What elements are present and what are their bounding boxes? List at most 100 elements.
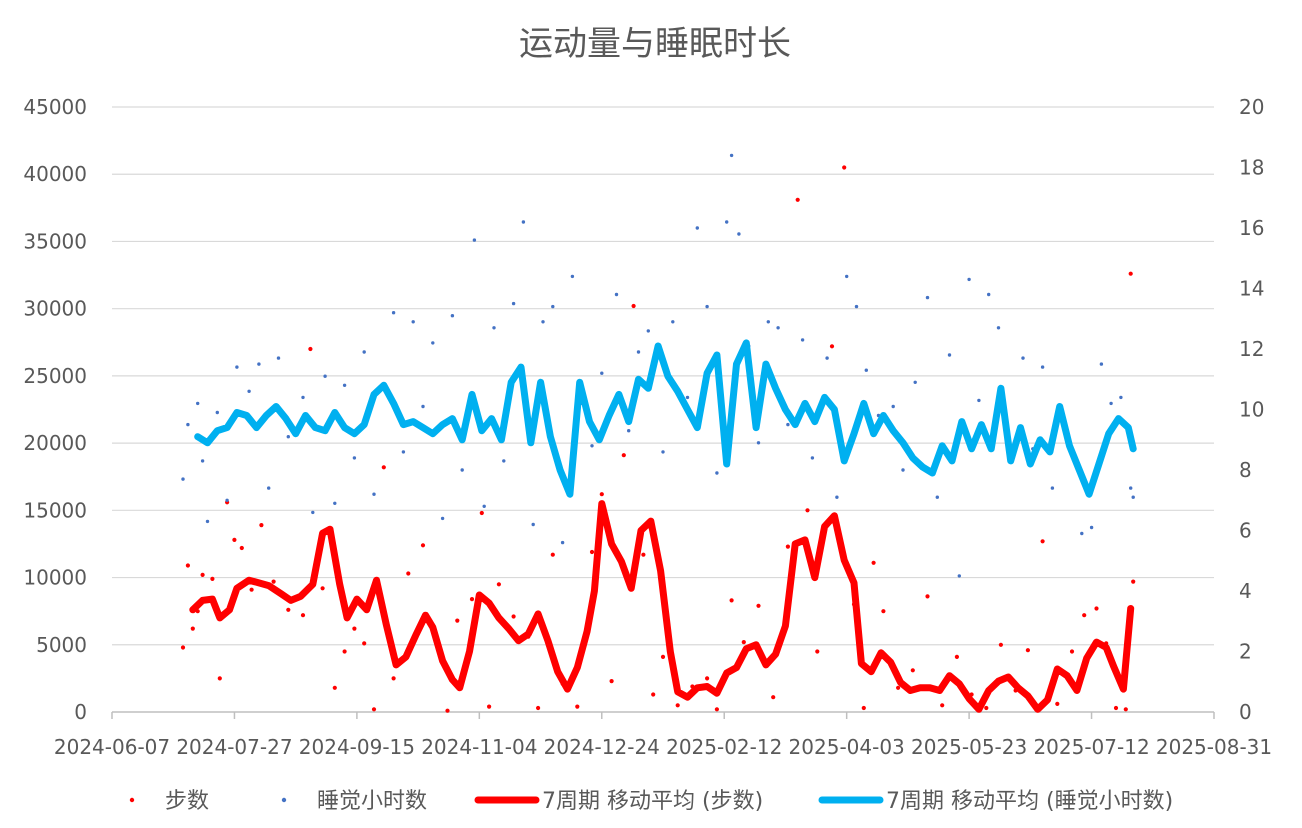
data-point	[1040, 365, 1045, 369]
data-point	[925, 594, 930, 599]
data-point	[371, 707, 377, 712]
data-point	[766, 320, 770, 324]
y-right-tick-label: 18	[1239, 156, 1264, 180]
legend-swatch	[281, 797, 287, 803]
data-point	[715, 471, 719, 475]
data-point	[695, 226, 699, 230]
data-point	[482, 504, 486, 508]
data-point	[210, 576, 215, 582]
data-point	[200, 572, 205, 578]
data-point	[590, 444, 594, 448]
data-point	[496, 582, 501, 587]
data-point	[440, 516, 445, 521]
data-point	[1109, 401, 1113, 406]
y-right-tick-label: 0	[1239, 700, 1252, 724]
legend-label: 7周期 移动平均 (步数)	[542, 789, 763, 814]
data-point	[186, 422, 190, 427]
data-point	[239, 545, 244, 551]
data-point	[1025, 648, 1030, 653]
data-point	[247, 389, 251, 393]
data-point	[636, 350, 641, 354]
legend-label: 7周期 移动平均 (睡觉小时数)	[886, 789, 1173, 814]
data-point	[511, 301, 516, 306]
data-point	[881, 609, 886, 614]
data-point	[756, 441, 761, 445]
data-point	[320, 586, 325, 591]
data-point	[984, 705, 989, 711]
data-point	[333, 501, 337, 505]
data-point	[300, 613, 306, 618]
x-tick-label: 2025-08-31	[1156, 735, 1272, 759]
y-right-tick-label: 12	[1239, 337, 1264, 361]
data-point	[714, 707, 720, 712]
data-point	[286, 607, 291, 612]
gridlines	[112, 106, 1214, 646]
left-y-axis: 0 5000 10000 15000 20000 25000 30000 35000 40000…	[23, 95, 87, 724]
data-point	[479, 510, 484, 516]
data-point	[815, 649, 820, 654]
data-point	[729, 153, 734, 158]
data-point	[232, 537, 237, 543]
data-point	[651, 692, 656, 697]
data-point	[301, 395, 305, 400]
data-point	[987, 292, 991, 297]
data-point	[913, 380, 917, 384]
data-point	[342, 383, 347, 387]
data-point	[372, 492, 376, 496]
data-point	[835, 495, 839, 499]
y-right-tick-label: 20	[1239, 95, 1264, 119]
data-point	[800, 338, 805, 342]
data-point	[469, 597, 475, 602]
data-point	[1094, 606, 1099, 611]
data-point	[190, 626, 195, 631]
y-right-tick-label: 8	[1239, 458, 1252, 482]
data-point	[1113, 705, 1119, 711]
data-point	[551, 304, 555, 309]
data-point	[362, 641, 367, 646]
y-left-tick-label: 20000	[23, 431, 87, 455]
data-point	[646, 329, 650, 333]
x-tick-label: 2024-07-27	[176, 735, 292, 759]
data-point	[450, 314, 455, 318]
data-point	[741, 640, 746, 645]
data-point	[1099, 362, 1104, 366]
legend-item: 7周期 移动平均 (睡觉小时数)	[818, 789, 1173, 814]
data-point	[609, 679, 614, 684]
data-point	[829, 344, 835, 349]
data-point	[205, 519, 210, 524]
data-point	[225, 498, 229, 502]
data-point	[259, 523, 264, 528]
y-left-tick-label: 45000	[23, 95, 87, 119]
data-point	[235, 365, 239, 369]
data-point	[842, 165, 847, 170]
data-point	[771, 695, 776, 700]
data-point	[725, 220, 729, 224]
data-point	[810, 456, 815, 460]
legend-item: 7周期 移动平均 (步数)	[474, 789, 763, 814]
data-point	[675, 703, 680, 708]
data-point	[445, 708, 450, 713]
data-point	[627, 429, 631, 433]
data-point	[705, 304, 709, 309]
data-point	[854, 304, 859, 309]
data-point	[1069, 649, 1075, 654]
data-point	[977, 398, 981, 403]
x-tick-label: 2024-12-24	[544, 735, 660, 759]
data-point	[352, 456, 357, 460]
data-point	[421, 404, 425, 409]
data-point	[785, 544, 791, 549]
legend-label: 睡觉小时数	[317, 789, 427, 814]
data-point	[998, 642, 1004, 647]
data-point	[257, 362, 261, 366]
data-point	[531, 522, 535, 527]
data-point	[685, 395, 690, 400]
y-left-tick-label: 25000	[23, 364, 87, 388]
x-axis: 2024-06-07 2024-07-27 2024-09-15 2024-11-04…	[54, 711, 1272, 759]
y-left-tick-label: 5000	[36, 633, 87, 657]
data-point	[381, 465, 386, 470]
data-point	[271, 579, 276, 584]
data-point	[502, 459, 506, 463]
y-left-tick-label: 40000	[23, 162, 87, 186]
data-point	[805, 508, 810, 513]
